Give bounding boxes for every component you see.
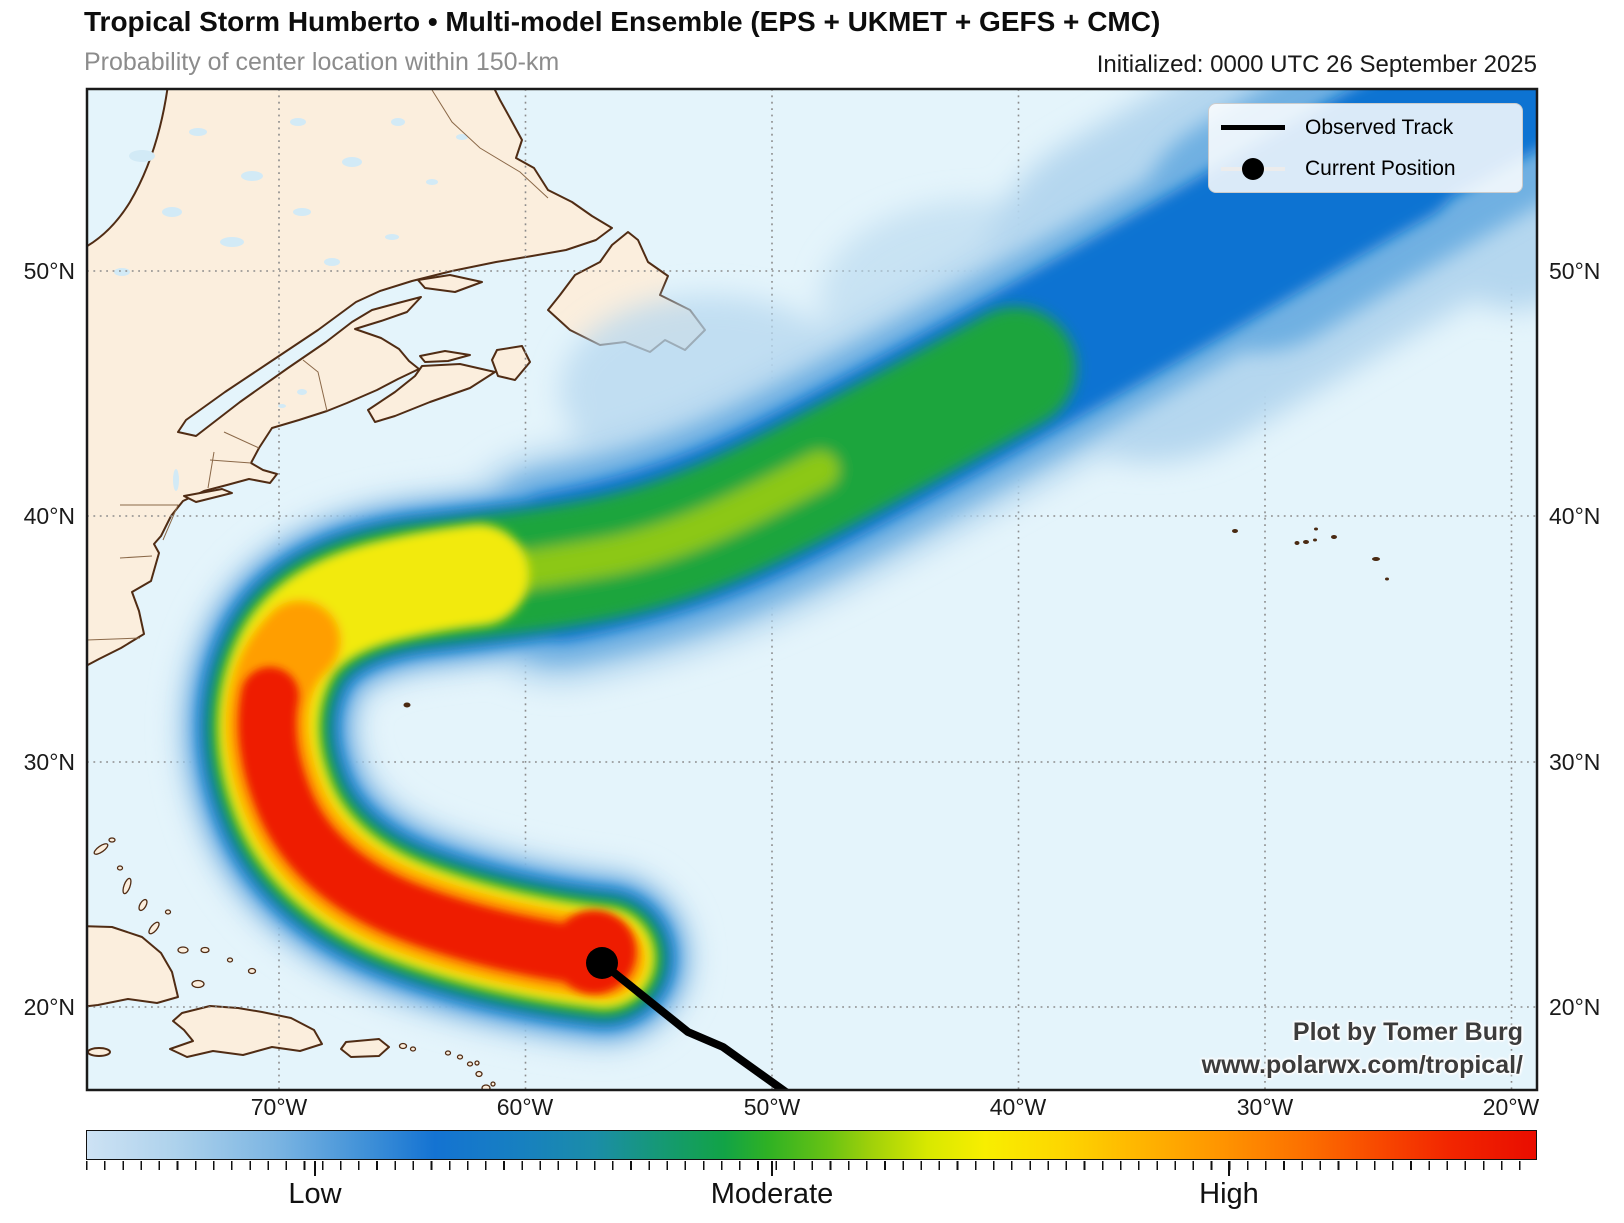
colorbar-label-high: High (1199, 1178, 1259, 1210)
prince-edward-island (419, 350, 471, 363)
colorbar-label-moderate: Moderate (710, 1178, 834, 1210)
initialized-timestamp: Initialized: 0000 UTC 26 September 2025 (1096, 51, 1537, 78)
hispaniola (169, 1005, 323, 1058)
lakes (114, 118, 468, 491)
colorbar-major-tick-moderate (771, 1161, 773, 1176)
puerto-rico (340, 1038, 390, 1058)
map-frame (85, 87, 1539, 1092)
attribution: Plot by Tomer Burg www.polarwx.com/tropi… (1202, 1016, 1523, 1082)
legend-observed-track-label: Observed Track (1305, 115, 1454, 139)
bermuda (403, 702, 411, 708)
current-position-dot-icon (1221, 157, 1285, 180)
cape-breton (491, 345, 531, 381)
lat-label-20n-left: 20°N (23, 994, 75, 1020)
lat-label-30n-left: 30°N (23, 749, 75, 775)
probability-colorbar (86, 1130, 1537, 1160)
lon-label-60w: 60°W (496, 1094, 554, 1120)
current-position-dot (586, 947, 618, 979)
lat-label-50n-left: 50°N (23, 258, 75, 284)
lat-label-20n-right: 20°N (1549, 994, 1601, 1020)
colorbar-minor-ticks (86, 1161, 1537, 1170)
political-borders (87, 89, 549, 641)
legend: Observed Track Current Position (1208, 103, 1523, 193)
colorbar-major-tick-high (1228, 1161, 1230, 1176)
anticosti-island (417, 274, 483, 293)
observed-track (586, 947, 790, 1090)
lat-label-50n-right: 50°N (1549, 258, 1601, 284)
nova-scotia (367, 363, 496, 423)
james-bay (87, 89, 169, 248)
colorbar-major-tick-low (314, 1161, 316, 1176)
lat-label-40n-right: 40°N (1549, 503, 1601, 529)
lon-label-50w: 50°W (743, 1094, 801, 1120)
lon-label-40w: 40°W (989, 1094, 1047, 1120)
attribution-url: www.polarwx.com/tropical/ (1201, 1051, 1523, 1079)
lon-label-20w: 20°W (1482, 1094, 1540, 1120)
lat-label-30n-right: 30°N (1549, 749, 1601, 775)
long-island (183, 488, 233, 503)
azores (1232, 527, 1389, 581)
legend-row-observed-track: Observed Track (1209, 107, 1522, 148)
observed-track-line-icon (1221, 125, 1285, 130)
page-title: Tropical Storm Humberto • Multi-model En… (84, 6, 1161, 37)
cuba (87, 925, 179, 1008)
lon-label-30w: 30°W (1236, 1094, 1294, 1120)
lon-label-70w: 70°W (250, 1094, 308, 1120)
page-subtitle: Probability of center location within 15… (84, 48, 560, 76)
legend-row-current-position: Current Position (1209, 148, 1522, 189)
lat-label-40n-left: 40°N (23, 503, 75, 529)
jamaica (87, 1047, 111, 1057)
observed-track-line (598, 959, 790, 1090)
attribution-author: Plot by Tomer Burg (1292, 1018, 1523, 1046)
islands-over-plume (403, 527, 1389, 708)
legend-current-position-label: Current Position (1305, 156, 1456, 180)
mainland (87, 89, 613, 667)
coastlines (87, 89, 706, 1058)
colorbar-label-low: Low (288, 1178, 342, 1210)
